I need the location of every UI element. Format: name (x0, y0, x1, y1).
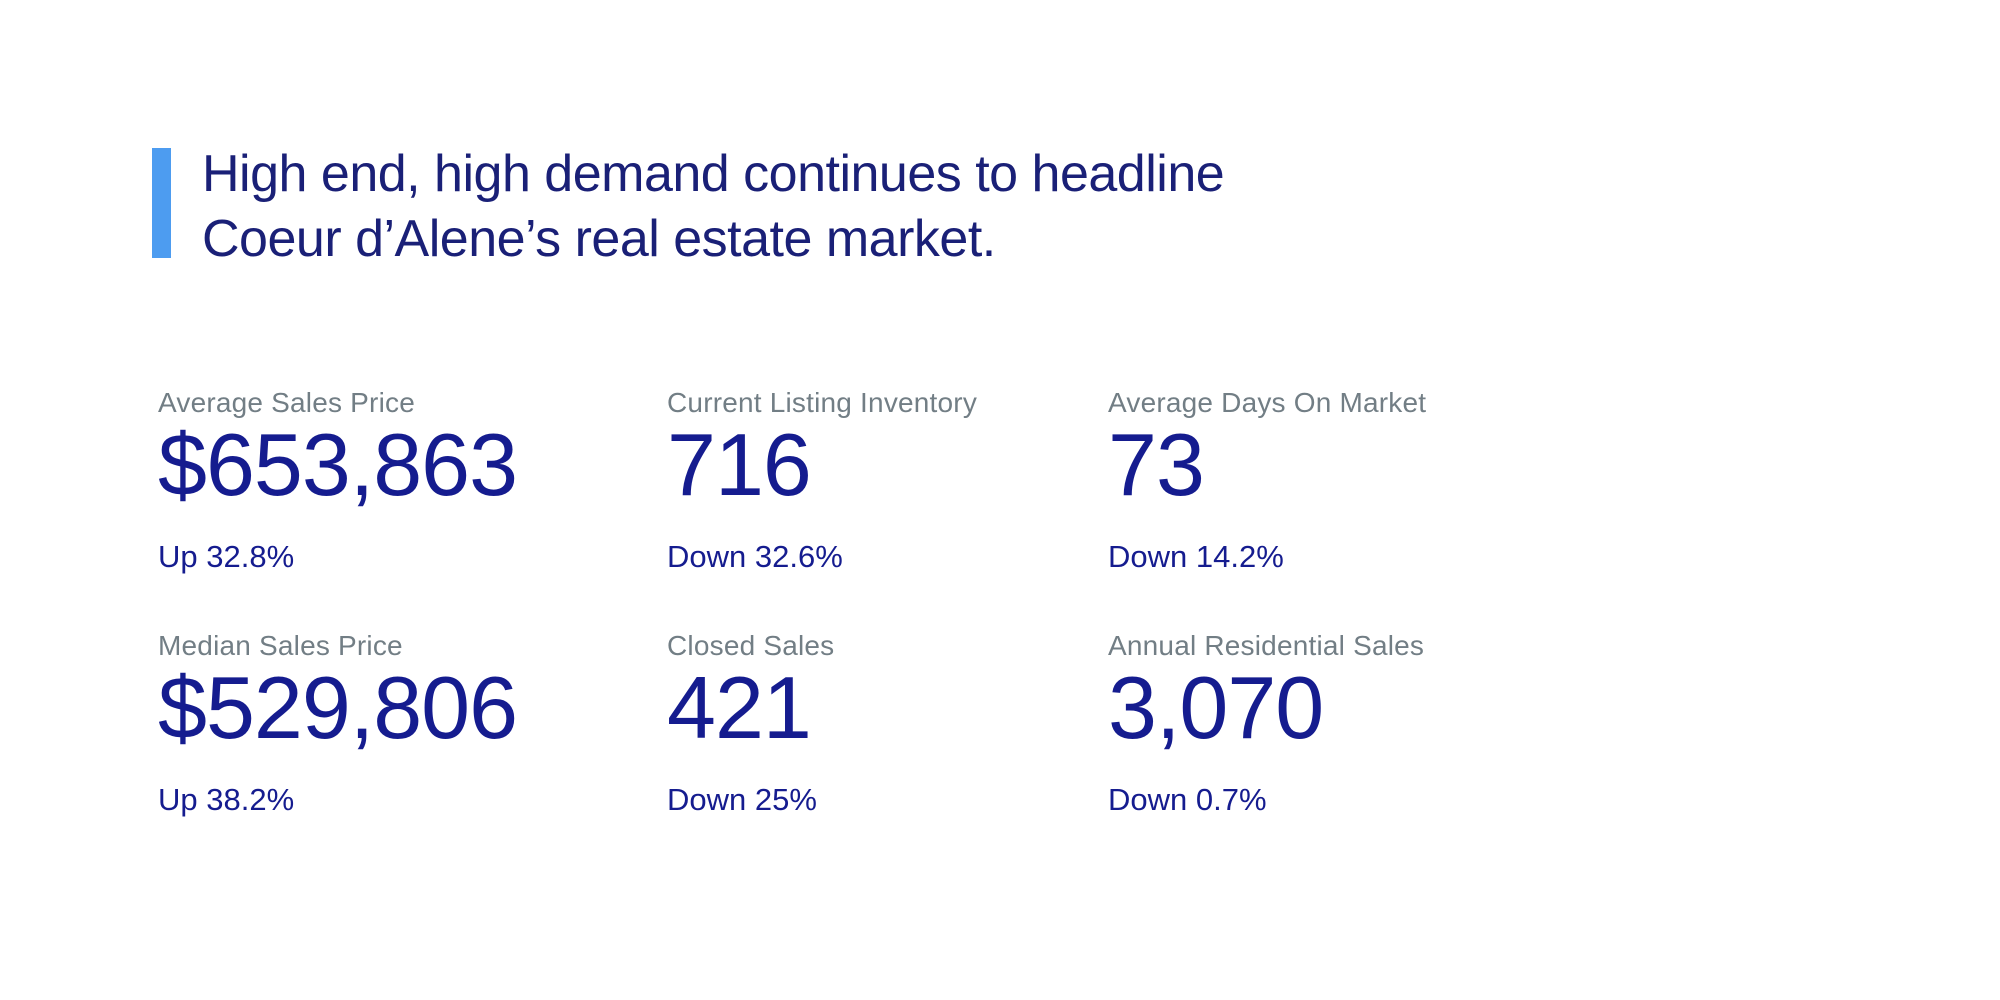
stat-value: 3,070 (1108, 658, 1324, 757)
stat-current-listing-inventory: Current Listing Inventory 716 Down 32.6% (667, 385, 1108, 576)
stat-change: Up 32.8% (158, 539, 295, 574)
stat-label: Closed Sales (667, 630, 835, 661)
stat-average-days-on-market: Average Days On Market 73 Down 14.2% (1108, 385, 1558, 576)
stat-average-sales-price: Average Sales Price $653,863 Up 32.8% (158, 385, 667, 576)
stat-label: Average Days On Market (1108, 387, 1427, 418)
stat-label: Current Listing Inventory (667, 387, 978, 418)
stat-value: 716 (667, 415, 812, 514)
stat-label: Average Sales Price (158, 387, 415, 418)
stat-median-sales-price: Median Sales Price $529,806 Up 38.2% (158, 628, 667, 819)
stat-change: Up 38.2% (158, 782, 295, 817)
headline-line-1: High end, high demand continues to headl… (202, 145, 1225, 203)
stat-change: Down 14.2% (1108, 539, 1284, 574)
stat-value: 73 (1108, 415, 1205, 514)
stat-label: Median Sales Price (158, 630, 403, 661)
stat-change: Down 32.6% (667, 539, 843, 574)
stat-closed-sales: Closed Sales 421 Down 25% (667, 628, 1108, 819)
stat-label: Annual Residential Sales (1108, 630, 1425, 661)
stat-annual-residential-sales: Annual Residential Sales 3,070 Down 0.7% (1108, 628, 1558, 819)
headline-line-2: Coeur d’Alene’s real estate market. (202, 210, 996, 268)
stat-change: Down 25% (667, 782, 817, 817)
stat-change: Down 0.7% (1108, 782, 1267, 817)
stat-value: $529,806 (158, 658, 518, 757)
page-title: High end, high demand continues to headl… (202, 142, 1225, 272)
headline-accent-bar (152, 148, 171, 258)
stats-grid: Average Sales Price $653,863 Up 32.8% Cu… (158, 385, 1558, 819)
stat-value: 421 (667, 658, 812, 757)
headline-section: High end, high demand continues to headl… (152, 145, 1225, 272)
stat-value: $653,863 (158, 415, 518, 514)
